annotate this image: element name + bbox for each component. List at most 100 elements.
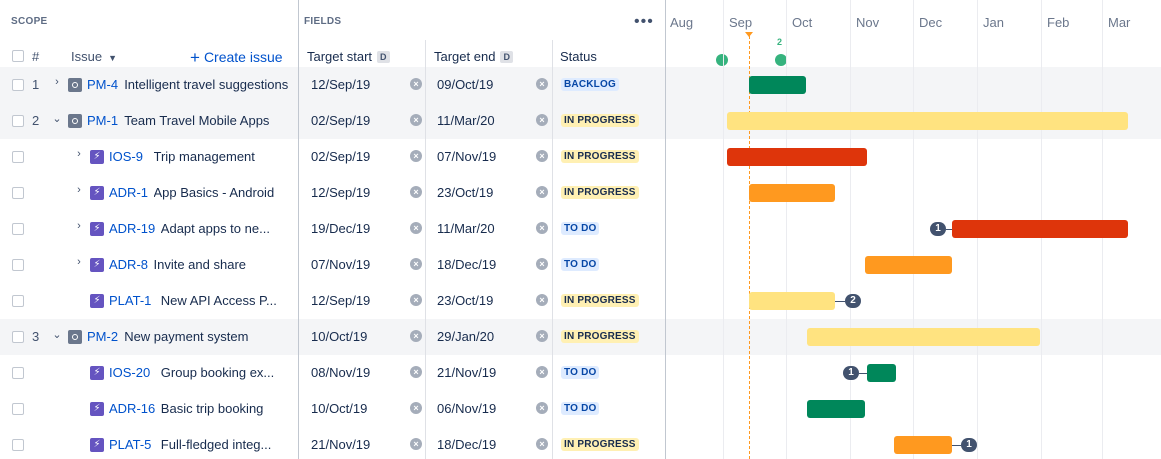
row-checkbox[interactable] xyxy=(12,331,24,343)
create-issue-button[interactable]: + Create issue xyxy=(190,47,283,67)
chevron-down-icon[interactable]: ⌄ xyxy=(52,113,62,125)
table-row[interactable]: › ⚡ ADR-19 Adapt apps to ne... 19/Dec/19 × 11/… xyxy=(0,211,1161,247)
clear-icon[interactable]: × xyxy=(410,438,422,450)
clear-icon[interactable]: × xyxy=(410,294,422,306)
chevron-right-icon[interactable]: › xyxy=(77,256,81,268)
target-end-value[interactable]: 18/Dec/19 xyxy=(437,437,497,452)
release-marker[interactable] xyxy=(775,54,787,66)
schedule-bar[interactable] xyxy=(807,400,865,418)
issue-key-link[interactable]: PM-1 xyxy=(87,113,119,128)
schedule-bar[interactable] xyxy=(867,364,896,382)
table-row[interactable]: ⚡ PLAT-1 New API Access P... 12/Sep/19 × 23/O… xyxy=(0,283,1161,319)
target-start-value[interactable]: 10/Oct/19 xyxy=(311,329,368,344)
row-checkbox[interactable] xyxy=(12,403,24,415)
clear-icon[interactable]: × xyxy=(536,438,548,450)
clear-icon[interactable]: × xyxy=(536,150,548,162)
target-end-value[interactable]: 07/Nov/19 xyxy=(437,149,497,164)
clear-icon[interactable]: × xyxy=(536,78,548,90)
target-start-header[interactable]: Target start D xyxy=(307,49,390,64)
issue-key-link[interactable]: PLAT-5 xyxy=(109,437,152,452)
schedule-bar[interactable] xyxy=(865,256,952,274)
target-start-value[interactable]: 02/Sep/19 xyxy=(311,113,371,128)
chevron-right-icon[interactable]: › xyxy=(77,148,81,160)
row-checkbox[interactable] xyxy=(12,223,24,235)
target-start-value[interactable]: 10/Oct/19 xyxy=(311,401,368,416)
target-start-value[interactable]: 12/Sep/19 xyxy=(311,185,371,200)
target-end-value[interactable]: 09/Oct/19 xyxy=(437,77,494,92)
chevron-right-icon[interactable]: › xyxy=(77,184,81,196)
issue-key-link[interactable]: PLAT-1 xyxy=(109,293,152,308)
row-checkbox[interactable] xyxy=(12,259,24,271)
clear-icon[interactable]: × xyxy=(536,258,548,270)
schedule-bar[interactable] xyxy=(807,328,1040,346)
clear-icon[interactable]: × xyxy=(410,402,422,414)
chevron-right-icon[interactable]: › xyxy=(55,76,59,88)
issue-key-link[interactable]: ADR-8 xyxy=(109,257,149,272)
issue-title[interactable]: Basic trip booking xyxy=(160,401,264,416)
clear-icon[interactable]: × xyxy=(536,366,548,378)
target-start-value[interactable]: 08/Nov/19 xyxy=(311,365,371,380)
clear-icon[interactable]: × xyxy=(410,150,422,162)
dependency-badge[interactable]: 1 xyxy=(930,222,946,236)
target-end-value[interactable]: 21/Nov/19 xyxy=(437,365,497,380)
row-checkbox[interactable] xyxy=(12,439,24,451)
clear-icon[interactable]: × xyxy=(536,114,548,126)
schedule-bar[interactable] xyxy=(749,292,835,310)
clear-icon[interactable]: × xyxy=(410,330,422,342)
table-row[interactable]: ⚡ ADR-16 Basic trip booking 10/Oct/19 × 06/No… xyxy=(0,391,1161,427)
schedule-bar[interactable] xyxy=(749,76,806,94)
chevron-down-icon[interactable]: ⌄ xyxy=(52,329,62,341)
table-row[interactable]: ⚡ PLAT-5 Full-fledged integ... 21/Nov/19 × 18… xyxy=(0,427,1161,459)
row-checkbox[interactable] xyxy=(12,295,24,307)
clear-icon[interactable]: × xyxy=(536,330,548,342)
issue-title[interactable]: Intelligent travel suggestions xyxy=(124,77,289,92)
dependency-badge[interactable]: 1 xyxy=(961,438,977,452)
target-end-value[interactable]: 23/Oct/19 xyxy=(437,185,494,200)
issue-key-link[interactable]: PM-4 xyxy=(87,77,119,92)
dependency-badge[interactable]: 2 xyxy=(845,294,861,308)
target-end-value[interactable]: 18/Dec/19 xyxy=(437,257,497,272)
issue-title[interactable]: Full-fledged integ... xyxy=(160,437,272,452)
status-header[interactable]: Status xyxy=(560,49,597,64)
clear-icon[interactable]: × xyxy=(410,78,422,90)
issue-key-link[interactable]: ADR-19 xyxy=(109,221,156,236)
chevron-right-icon[interactable]: › xyxy=(77,220,81,232)
issue-title[interactable]: New API Access P... xyxy=(160,293,277,308)
issue-key-link[interactable]: IOS-9 xyxy=(109,149,143,164)
clear-icon[interactable]: × xyxy=(536,294,548,306)
select-all-checkbox[interactable] xyxy=(12,50,24,62)
target-end-value[interactable]: 23/Oct/19 xyxy=(437,293,494,308)
issue-title[interactable]: Trip management xyxy=(153,149,255,164)
target-start-value[interactable]: 07/Nov/19 xyxy=(311,257,371,272)
target-start-value[interactable]: 02/Sep/19 xyxy=(311,149,371,164)
clear-icon[interactable]: × xyxy=(410,186,422,198)
row-checkbox[interactable] xyxy=(12,115,24,127)
target-start-value[interactable]: 12/Sep/19 xyxy=(311,77,371,92)
schedule-bar[interactable] xyxy=(952,220,1128,238)
row-checkbox[interactable] xyxy=(12,187,24,199)
schedule-bar[interactable] xyxy=(894,436,952,454)
table-row[interactable]: ⚡ IOS-20 Group booking ex... 08/Nov/19 × 21/N… xyxy=(0,355,1161,391)
table-row[interactable]: › ⚡ IOS-9 Trip management 02/Sep/19 × 07/Nov/1… xyxy=(0,139,1161,175)
target-start-value[interactable]: 19/Dec/19 xyxy=(311,221,371,236)
issue-title[interactable]: Adapt apps to ne... xyxy=(160,221,270,236)
clear-icon[interactable]: × xyxy=(536,186,548,198)
schedule-bar[interactable] xyxy=(749,184,835,202)
clear-icon[interactable]: × xyxy=(536,402,548,414)
clear-icon[interactable]: × xyxy=(410,114,422,126)
issue-key-link[interactable]: IOS-20 xyxy=(109,365,151,380)
target-start-value[interactable]: 12/Sep/19 xyxy=(311,293,371,308)
clear-icon[interactable]: × xyxy=(410,366,422,378)
issue-header[interactable]: Issue ▼ xyxy=(71,49,117,64)
row-checkbox[interactable] xyxy=(12,151,24,163)
issue-title[interactable]: Team Travel Mobile Apps xyxy=(124,113,270,128)
more-options-icon[interactable]: ••• xyxy=(634,13,654,30)
issue-title[interactable]: App Basics - Android xyxy=(153,185,275,200)
issue-key-link[interactable]: ADR-1 xyxy=(109,185,149,200)
target-end-value[interactable]: 11/Mar/20 xyxy=(437,221,495,236)
table-row[interactable]: 1 › PM-4 Intelligent travel suggestions 12/S… xyxy=(0,67,1161,103)
target-end-header[interactable]: Target end D xyxy=(434,49,513,64)
clear-icon[interactable]: × xyxy=(536,222,548,234)
table-row[interactable]: › ⚡ ADR-8 Invite and share 07/Nov/19 × 18/Dec/… xyxy=(0,247,1161,283)
clear-icon[interactable]: × xyxy=(410,258,422,270)
